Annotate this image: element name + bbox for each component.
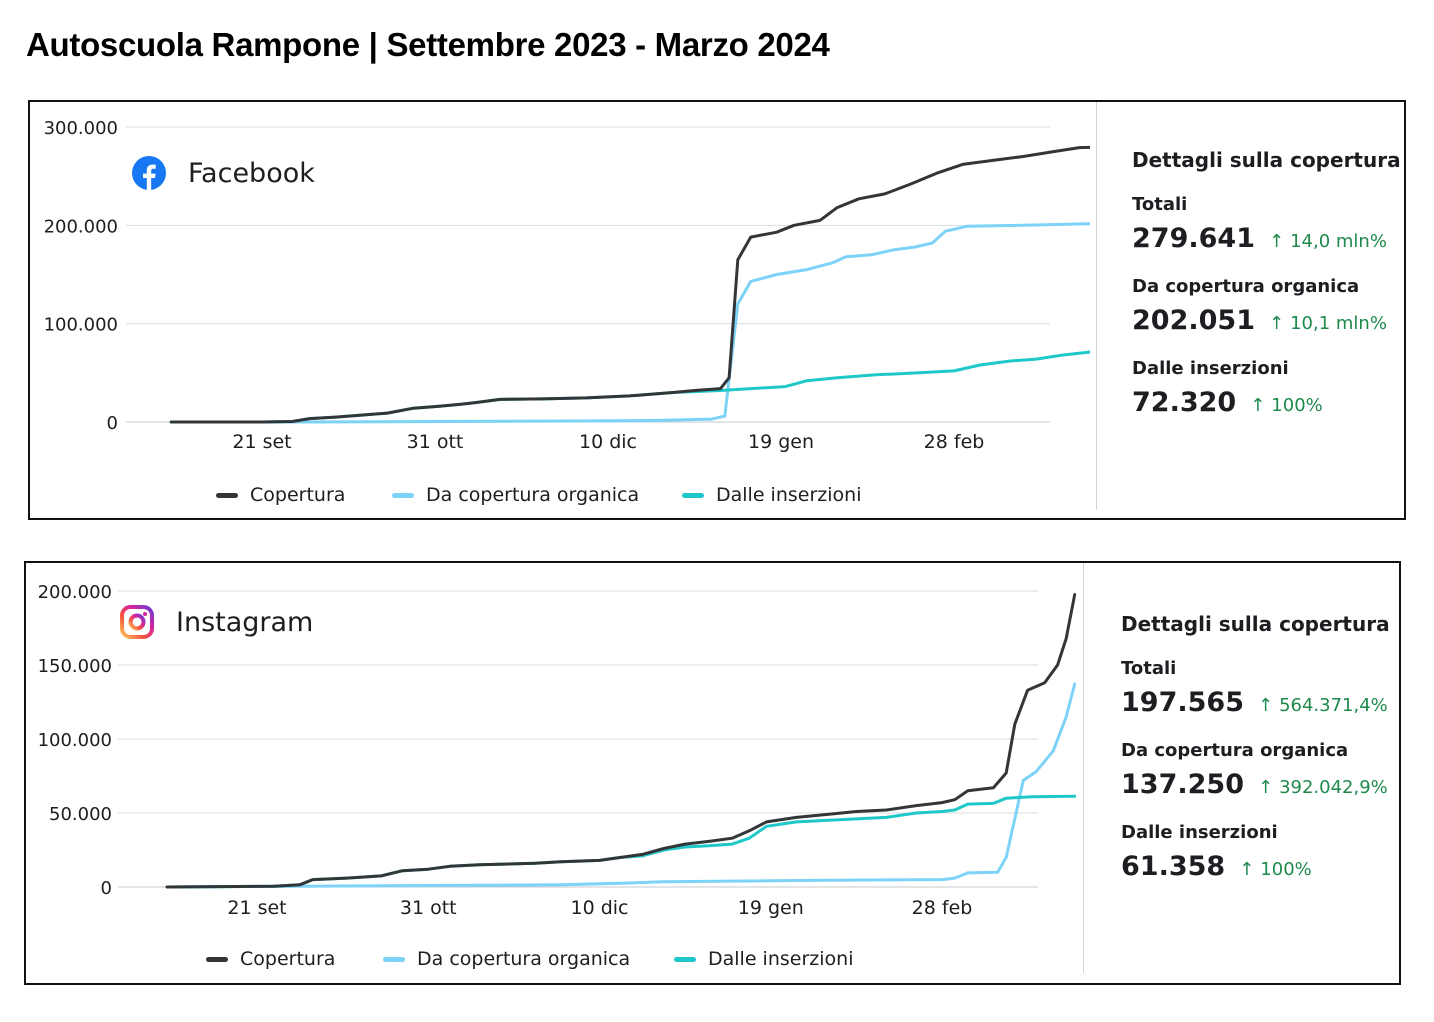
legend-label-inserzioni: Dalle inserzioni [716,484,862,506]
legend-label-copertura: Copertura [250,484,346,506]
facebook-platform-label: Facebook [132,156,315,190]
legend-label-organica: Da copertura organica [426,484,640,506]
y-tick-label: 100.000 [44,315,118,336]
legend-copertura[interactable]: Copertura [206,948,335,970]
details-change-totali: ↑ 14,0 mln% [1268,231,1387,252]
details-label-inserzioni: Dalle inserzioni [1132,358,1289,379]
panel-divider [1096,102,1097,510]
legend-swatch-copertura [216,492,238,498]
details-value-totali: 197.565 [1121,687,1244,718]
x-tick-label: 28 feb [924,431,985,453]
y-tick-label: 300.000 [44,118,118,139]
legend-swatch-copertura [206,956,228,962]
y-tick-label: 0 [101,878,112,899]
arrow-up-icon: ↑ [1239,859,1255,880]
details-row-totali: 279.641 ↑ 14,0 mln% [1132,223,1401,254]
details-row-totali: 197.565 ↑ 564.371,4% [1121,687,1390,718]
instagram-reach-chart: 0 50.000 100.000 150.000 200.000 21 set 31 ott… [38,582,1076,919]
x-tick-label: 21 set [232,431,291,453]
y-tick-label: 50.000 [49,804,112,825]
instagram-platform-name: Instagram [176,606,314,638]
details-value-inserzioni: 61.358 [1121,851,1226,882]
x-tick-label: 28 feb [912,897,973,919]
instagram-reach-details: Dettagli sulla copertura Totali 197.565 … [1121,612,1390,882]
details-change-inserzioni: ↑ 100% [1239,859,1312,880]
legend-copertura[interactable]: Copertura [216,484,345,506]
details-label-inserzioni: Dalle inserzioni [1121,822,1278,843]
y-tick-label: 200.000 [38,582,112,603]
x-tick-label: 10 dic [570,897,628,919]
details-label-organica: Da copertura organica [1132,276,1360,297]
details-value-organica: 202.051 [1132,305,1255,336]
legend-label-inserzioni: Dalle inserzioni [708,948,854,970]
details-row-organica: 137.250 ↑ 392.042,9% [1121,769,1390,800]
x-tick-label: 19 gen [738,897,804,919]
facebook-panel: 0 100.000 200.000 300.000 21 set 31 ott 10 dic… [28,100,1406,520]
legend-swatch-organica [383,956,405,962]
x-tick-label: 21 set [227,897,286,919]
arrow-up-icon: ↑ [1257,695,1274,716]
legend-label-copertura: Copertura [240,948,336,970]
details-change-inserzioni: ↑ 100% [1250,395,1323,416]
facebook-platform-name: Facebook [188,157,315,189]
series-line-organica[interactable] [165,682,1076,889]
details-label-totali: Totali [1132,194,1188,215]
details-change-organica: ↑ 10,1 mln% [1268,313,1387,334]
legend-inserzioni[interactable]: Dalle inserzioni [674,948,853,970]
x-tick-label: 31 ott [400,897,457,919]
series-line-inserzioni[interactable] [169,350,1090,424]
details-row-inserzioni: 72.320 ↑ 100% [1132,387,1401,418]
legend-organica[interactable]: Da copertura organica [383,948,630,970]
page-title: Autoscuola Rampone | Settembre 2023 - Ma… [26,26,830,63]
details-change-totali: ↑ 564.371,4% [1257,695,1388,716]
details-row-inserzioni: 61.358 ↑ 100% [1121,851,1390,882]
details-change-organica: ↑ 392.042,9% [1257,777,1388,798]
details-title: Dettagli sulla copertura [1121,612,1390,636]
x-tick-label: 10 dic [579,431,637,453]
details-label-organica: Da copertura organica [1121,740,1349,761]
details-value-organica: 137.250 [1121,769,1244,800]
x-tick-label: 19 gen [748,431,814,453]
x-tick-label: 31 ott [407,431,464,453]
instagram-icon [120,605,154,639]
y-tick-label: 100.000 [38,730,112,751]
y-tick-label: 0 [107,413,118,434]
legend-swatch-organica [392,492,414,498]
arrow-up-icon: ↑ [1268,231,1285,252]
series-line-copertura[interactable] [165,593,1076,889]
y-tick-label: 200.000 [44,216,118,237]
legend-organica[interactable]: Da copertura organica [392,484,639,506]
arrow-up-icon: ↑ [1250,395,1266,416]
facebook-icon [132,156,166,190]
legend-label-organica: Da copertura organica [417,948,631,970]
legend-inserzioni[interactable]: Dalle inserzioni [682,484,861,506]
details-label-totali: Totali [1121,658,1177,679]
series-line-copertura[interactable] [169,145,1090,424]
legend-swatch-inserzioni [682,492,704,498]
panel-divider [1083,563,1084,973]
y-tick-label: 150.000 [38,656,112,677]
facebook-reach-chart: 0 100.000 200.000 300.000 21 set 31 ott 10 dic… [44,118,1090,453]
details-value-inserzioni: 72.320 [1132,387,1237,418]
details-title: Dettagli sulla copertura [1132,148,1401,172]
instagram-panel: 0 50.000 100.000 150.000 200.000 21 set 31 ott… [24,561,1401,985]
details-value-totali: 279.641 [1132,223,1255,254]
series-line-inserzioni[interactable] [165,794,1076,889]
facebook-reach-details: Dettagli sulla copertura Totali 279.641 … [1132,148,1401,418]
legend-swatch-inserzioni [674,956,696,962]
details-row-organica: 202.051 ↑ 10,1 mln% [1132,305,1401,336]
arrow-up-icon: ↑ [1257,777,1274,798]
arrow-up-icon: ↑ [1268,313,1285,334]
series-line-organica[interactable] [169,222,1090,424]
instagram-platform-label: Instagram [120,605,313,639]
